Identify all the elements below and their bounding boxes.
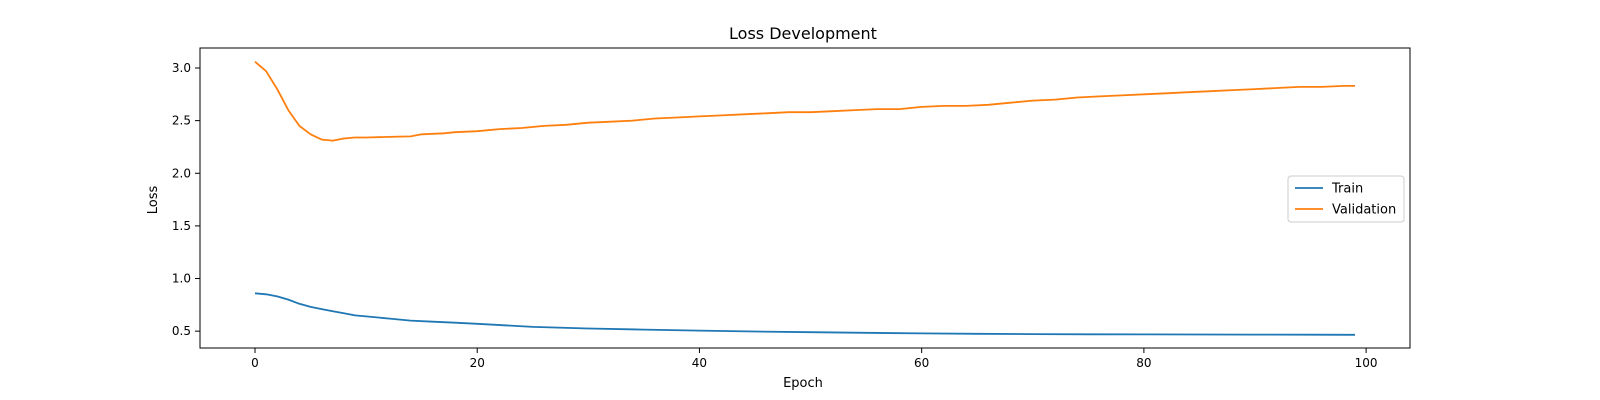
x-tick-label: 80 xyxy=(1136,356,1151,370)
legend: Train Validation xyxy=(1287,175,1405,223)
y-tick-label: 1.5 xyxy=(172,219,191,233)
x-tick-label: 20 xyxy=(470,356,485,370)
x-tick-label: 60 xyxy=(914,356,929,370)
x-axis-label: Epoch xyxy=(783,376,823,391)
series-line-validation xyxy=(254,61,1355,142)
y-axis-label: Loss xyxy=(146,186,161,215)
y-axis-ticks: 0.5 1.0 1.5 2.0 2.5 3.0 xyxy=(172,61,200,338)
y-tick-label: 0.5 xyxy=(172,324,191,338)
x-tick-label: 100 xyxy=(1355,356,1378,370)
x-tick-label: 40 xyxy=(692,356,707,370)
series-line-train xyxy=(254,292,1356,336)
y-tick-label: 1.0 xyxy=(172,272,191,286)
chart-title: Loss Development xyxy=(729,24,877,43)
x-axis-ticks: 0 20 40 60 80 100 xyxy=(251,348,1378,370)
y-tick-label: 3.0 xyxy=(172,61,191,75)
y-tick-label: 2.0 xyxy=(172,166,191,180)
x-tick-label: 0 xyxy=(251,356,259,370)
plot-frame xyxy=(199,47,1411,349)
legend-label-train: Train xyxy=(1331,182,1363,197)
y-tick-label: 2.5 xyxy=(172,114,191,128)
plot-lines xyxy=(254,61,1356,336)
legend-label-validation: Validation xyxy=(1332,203,1396,218)
